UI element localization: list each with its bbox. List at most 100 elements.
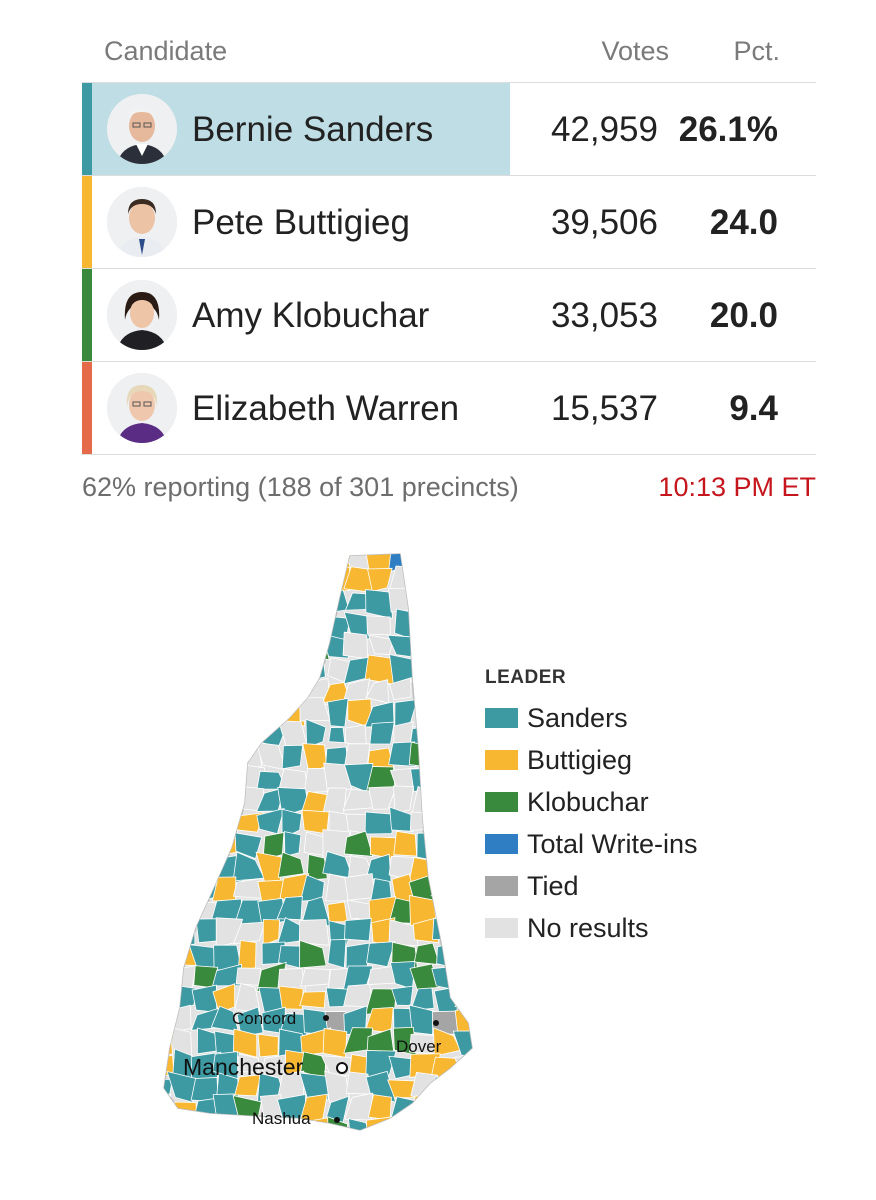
town-region[interactable] (150, 923, 175, 942)
town-region[interactable] (367, 567, 393, 593)
town-region[interactable] (212, 983, 236, 1014)
town-region[interactable] (260, 704, 288, 722)
town-region[interactable] (344, 918, 372, 942)
town-region[interactable] (281, 808, 303, 840)
town-region[interactable] (257, 657, 283, 681)
town-region[interactable] (368, 786, 397, 810)
town-region[interactable] (234, 832, 263, 860)
town-region[interactable] (192, 746, 214, 768)
town-region[interactable] (167, 742, 194, 769)
town-region[interactable] (438, 636, 464, 656)
town-region[interactable] (150, 1093, 171, 1125)
town-region[interactable] (365, 589, 393, 619)
town-region[interactable] (233, 722, 262, 749)
town-region[interactable] (284, 831, 302, 857)
town-region[interactable] (455, 853, 480, 878)
town-region[interactable] (215, 675, 243, 699)
town-region[interactable] (237, 741, 263, 770)
town-region[interactable] (416, 832, 436, 861)
town-region[interactable] (299, 991, 326, 1009)
town-region[interactable] (172, 718, 198, 748)
town-region[interactable] (150, 858, 173, 876)
town-region[interactable] (215, 661, 241, 684)
town-region[interactable] (168, 548, 198, 573)
town-region[interactable] (435, 614, 464, 636)
town-region[interactable] (190, 611, 219, 641)
town-region[interactable] (211, 789, 241, 817)
town-region[interactable] (150, 941, 174, 966)
town-region[interactable] (280, 564, 307, 595)
town-region[interactable] (258, 565, 288, 596)
town-region[interactable] (342, 631, 369, 660)
town-region[interactable] (393, 830, 418, 857)
town-region[interactable] (455, 790, 480, 818)
town-region[interactable] (413, 591, 441, 617)
town-region[interactable] (454, 611, 477, 635)
town-region[interactable] (150, 785, 169, 816)
candidate-row-sanders[interactable]: Bernie Sanders 42,959 26.1% (82, 83, 816, 176)
town-region[interactable] (150, 741, 173, 767)
town-region[interactable] (366, 615, 391, 636)
town-region[interactable] (150, 1008, 174, 1034)
town-region[interactable] (280, 548, 307, 572)
town-region[interactable] (277, 851, 305, 878)
town-region[interactable] (150, 608, 172, 636)
town-region[interactable] (459, 742, 480, 773)
town-region[interactable] (365, 1050, 397, 1078)
town-region[interactable] (171, 631, 200, 660)
town-region[interactable] (211, 762, 241, 796)
town-region[interactable] (366, 941, 396, 968)
town-region[interactable] (281, 744, 304, 770)
town-region[interactable] (232, 921, 266, 945)
town-region[interactable] (409, 551, 434, 566)
town-region[interactable] (327, 938, 347, 969)
town-region[interactable] (168, 1004, 192, 1034)
town-region[interactable] (211, 614, 240, 638)
town-region[interactable] (431, 1076, 457, 1102)
town-region[interactable] (298, 631, 330, 661)
town-region[interactable] (411, 652, 438, 683)
town-region[interactable] (432, 917, 461, 940)
town-region[interactable] (433, 675, 462, 707)
town-region[interactable] (234, 1074, 262, 1097)
town-region[interactable] (191, 564, 218, 593)
town-region[interactable] (211, 876, 237, 902)
town-region[interactable] (305, 566, 325, 593)
town-region[interactable] (150, 719, 175, 750)
town-region[interactable] (410, 987, 435, 1012)
town-region[interactable] (277, 674, 302, 706)
town-region[interactable] (191, 984, 218, 1013)
town-region[interactable] (150, 631, 175, 660)
town-region[interactable] (195, 1121, 217, 1138)
town-region[interactable] (430, 764, 460, 795)
town-region[interactable] (430, 722, 462, 752)
town-region[interactable] (212, 590, 237, 612)
town-region[interactable] (431, 740, 459, 771)
town-region[interactable] (369, 721, 395, 745)
town-region[interactable] (431, 657, 464, 685)
town-region[interactable] (168, 1101, 198, 1124)
town-region[interactable] (454, 567, 480, 597)
town-region[interactable] (150, 704, 171, 729)
town-region[interactable] (306, 853, 328, 881)
town-region[interactable] (150, 829, 177, 859)
town-region[interactable] (166, 852, 195, 883)
town-region[interactable] (431, 806, 461, 840)
town-region[interactable] (169, 1116, 196, 1138)
town-region[interactable] (457, 875, 478, 903)
town-region[interactable] (454, 548, 480, 567)
town-region[interactable] (412, 917, 439, 943)
town-region[interactable] (323, 762, 353, 794)
town-region[interactable] (150, 875, 177, 903)
town-region[interactable] (150, 548, 172, 575)
town-region[interactable] (454, 810, 480, 837)
town-region[interactable] (344, 873, 376, 901)
candidate-row-buttigieg[interactable]: Pete Buttigieg 39,506 24.0 (82, 176, 816, 269)
town-region[interactable] (453, 633, 480, 657)
town-region[interactable] (343, 830, 374, 857)
town-region[interactable] (369, 836, 398, 860)
town-region[interactable] (299, 1072, 330, 1101)
town-region[interactable] (455, 1096, 480, 1123)
town-region[interactable] (431, 1118, 458, 1138)
town-region[interactable] (238, 1053, 260, 1073)
